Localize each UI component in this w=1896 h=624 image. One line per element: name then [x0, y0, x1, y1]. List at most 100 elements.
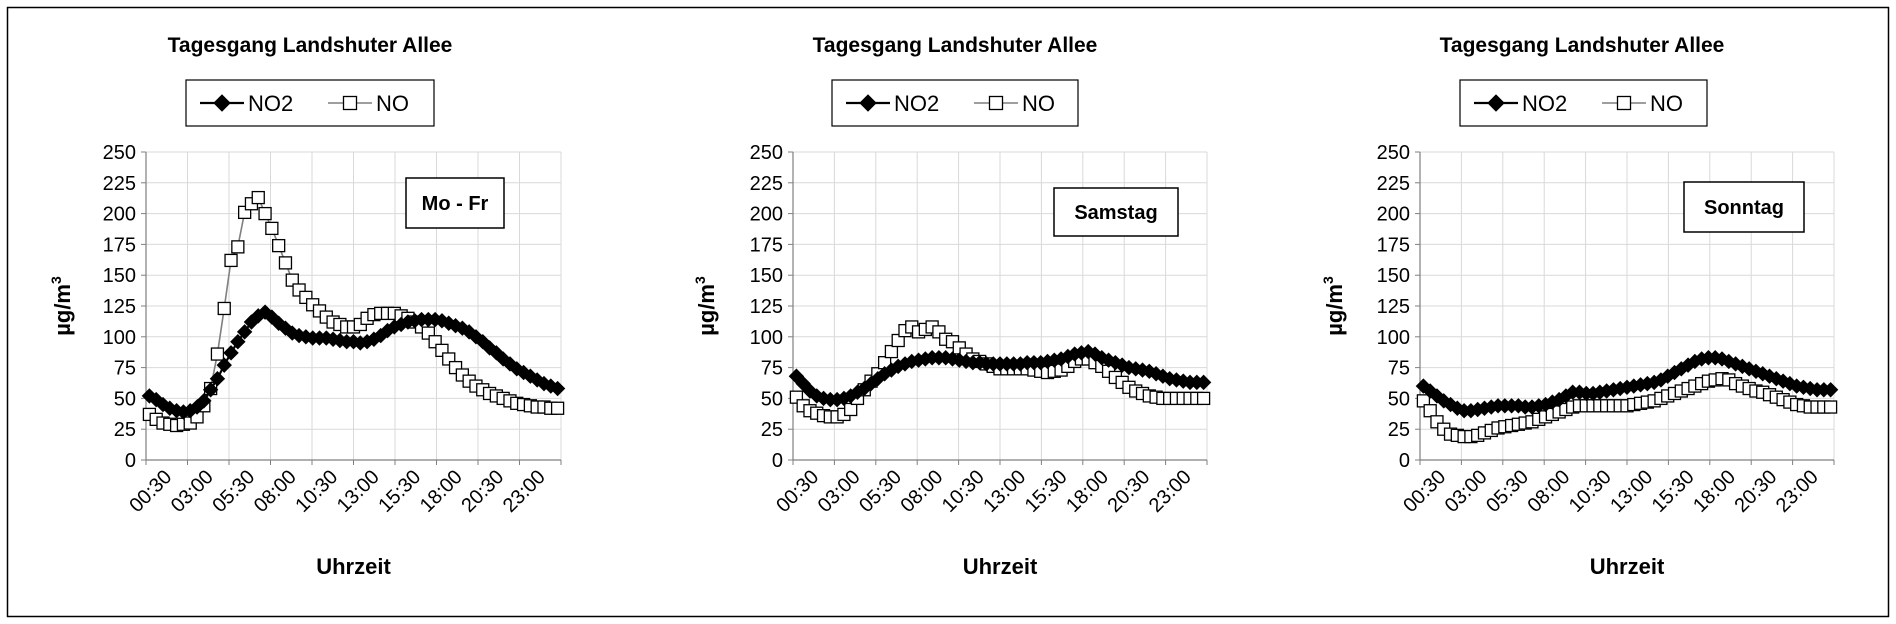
- chart-1-ytick-label: 25: [761, 419, 783, 441]
- chart-0-series-no-point: [272, 238, 286, 253]
- chart-0-annotation-label: Mo - Fr: [422, 193, 489, 215]
- chart-0-ytick-label: 100: [103, 327, 136, 349]
- chart-1-series-no-point: [1196, 391, 1211, 406]
- chart-2-series-no2-point: [1822, 382, 1839, 398]
- chart-0-series-no-point: [265, 221, 279, 236]
- chart-0-series-no2-point: [223, 345, 239, 361]
- chart-0-ytick-label: 75: [114, 358, 136, 380]
- chart-1-legend: NO2 NO: [831, 79, 1079, 127]
- chart-0-ytick-label: 25: [114, 419, 136, 441]
- chart-2-ytick-label: 125: [1377, 296, 1410, 318]
- chart-1-ylabel-unit: µg/m: [694, 284, 719, 336]
- chart-2-ylabel-superscript: 3: [1320, 276, 1336, 284]
- chart-0-ytick-label: 250: [103, 142, 136, 164]
- chart-0-ytick-label: 125: [103, 296, 136, 318]
- chart-2-legend-no-marker: [1616, 95, 1632, 111]
- chart-0-series-no-point: [258, 206, 272, 221]
- chart-0-series-no2-point: [196, 393, 212, 409]
- chart-1-title: Tagesgang Landshuter Allee: [813, 34, 1098, 57]
- chart-2-legend: NO2 NO: [1459, 79, 1708, 127]
- chart-1-legend-no2-marker: [859, 94, 877, 112]
- chart-0-ytick-label: 175: [103, 234, 136, 256]
- chart-0-legend: NO2 NO: [185, 79, 435, 127]
- chart-1-ytick-label: 50: [761, 388, 783, 410]
- chart-2-ytick-label: 50: [1388, 388, 1410, 410]
- chart-0-series-no2-point: [549, 380, 566, 397]
- chart-0-series-no2-point: [216, 357, 232, 373]
- chart-0-series-no2-point: [230, 334, 246, 350]
- chart-1-series-no2-point: [1195, 374, 1212, 391]
- chart-0-series-no2-point: [209, 370, 226, 387]
- chart-0-ylabel-unit: µg/m: [50, 284, 75, 336]
- chart-1-ytick-label: 175: [750, 234, 783, 256]
- chart-1-legend-no2-label: NO2: [894, 91, 939, 116]
- chart-1-ytick-label: 75: [761, 358, 783, 380]
- chart-1-ytick-label: 0: [772, 450, 783, 472]
- chart-2-annotation-label: Sonntag: [1704, 197, 1784, 219]
- chart-0-series-no-point: [251, 190, 265, 205]
- chart-0-ytick-label: 225: [103, 173, 136, 195]
- chart-2-title: Tagesgang Landshuter Allee: [1440, 34, 1725, 57]
- chart-1-series-no-point: [844, 402, 858, 417]
- chart-2-ytick-label: 200: [1377, 204, 1410, 226]
- chart-2-ytick-label: 175: [1377, 234, 1410, 256]
- chart-0-xlabel: Uhrzeit: [316, 554, 391, 579]
- chart-2-panel: Tagesgang Landshuter Allee 0 25 50 75 100 125 1…: [1320, 34, 1839, 579]
- chart-0-ylabel: µg/m3: [48, 276, 75, 336]
- chart-1-series-no-point: [891, 333, 905, 348]
- chart-2-ytick-label: 250: [1377, 142, 1410, 164]
- chart-2-ytick-label: 100: [1377, 327, 1410, 349]
- chart-2-legend-no-label: NO: [1650, 91, 1683, 116]
- chart-1-xlabel: Uhrzeit: [963, 554, 1038, 579]
- chart-1-legend-no-marker: [988, 95, 1004, 111]
- chart-0-series-no-point: [210, 347, 225, 361]
- chart-2-legend-no2-marker: [1487, 94, 1505, 112]
- chart-2-ytick-label: 25: [1388, 419, 1410, 441]
- chart-1-annotation-label: Samstag: [1074, 202, 1157, 224]
- chart-0-series-no-point: [278, 256, 293, 270]
- chart-2-series-no-point: [1423, 404, 1437, 418]
- chart-1-ytick-label: 150: [750, 265, 783, 287]
- chart-0-legend-no2-marker: [213, 94, 231, 112]
- chart-0-series-no-point: [224, 253, 238, 268]
- chart-2-legend-no2-label: NO2: [1522, 91, 1567, 116]
- chart-2-xlabel: Uhrzeit: [1590, 554, 1665, 579]
- chart-0-series-no-point: [550, 401, 565, 415]
- chart-1-ylabel: µg/m3: [692, 276, 719, 336]
- chart-0-series-no-point: [217, 301, 231, 316]
- chart-0-ytick-label: 150: [103, 265, 136, 287]
- chart-1-series-no-point: [884, 344, 899, 359]
- chart-0-series-no2-point: [202, 382, 219, 398]
- chart-1-legend-no-label: NO: [1022, 91, 1055, 116]
- chart-1-ytick-label: 125: [750, 296, 783, 318]
- chart-1-ytick-label: 100: [750, 327, 783, 349]
- chart-1-ytick-label: 250: [750, 142, 783, 164]
- chart-0-title: Tagesgang Landshuter Allee: [168, 34, 453, 57]
- chart-0-series-no-point: [231, 240, 245, 254]
- chart-2-series-no-point: [1416, 394, 1431, 408]
- chart-0-ytick-label: 0: [125, 450, 136, 472]
- chart-2-ytick-label: 75: [1388, 358, 1410, 380]
- chart-2-series-no-point: [1823, 400, 1838, 414]
- chart-1-ylabel-superscript: 3: [692, 276, 708, 284]
- chart-1-annotation-box: [1053, 187, 1179, 237]
- chart-2-ytick-label: 225: [1377, 173, 1410, 195]
- chart-0-ylabel-superscript: 3: [48, 276, 64, 284]
- chart-2-ytick-label: 0: [1399, 450, 1410, 472]
- chart-2-annotation-box: [1683, 181, 1805, 233]
- chart-2-ylabel-unit: µg/m: [1322, 284, 1347, 336]
- chart-0-legend-no-label: NO: [376, 91, 409, 116]
- chart-2-ylabel: µg/m3: [1320, 276, 1347, 336]
- chart-1-ytick-label: 225: [750, 173, 783, 195]
- chart-0-ytick-label: 200: [103, 204, 136, 226]
- chart-0-panel: Tagesgang Landshuter Allee 0 25 50 75 100 125 1…: [48, 34, 566, 579]
- chart-0-ytick-label: 50: [114, 388, 136, 410]
- chart-0-series-no-point: [285, 273, 299, 287]
- chart-0-series-no2-point: [236, 324, 253, 340]
- chart-0-legend-no-marker: [342, 95, 358, 111]
- chart-1-ytick-label: 200: [750, 204, 783, 226]
- chart-2-ytick-label: 150: [1377, 265, 1410, 287]
- chart-0-legend-no2-label: NO2: [248, 91, 293, 116]
- chart-0-annotation-box: [405, 177, 505, 229]
